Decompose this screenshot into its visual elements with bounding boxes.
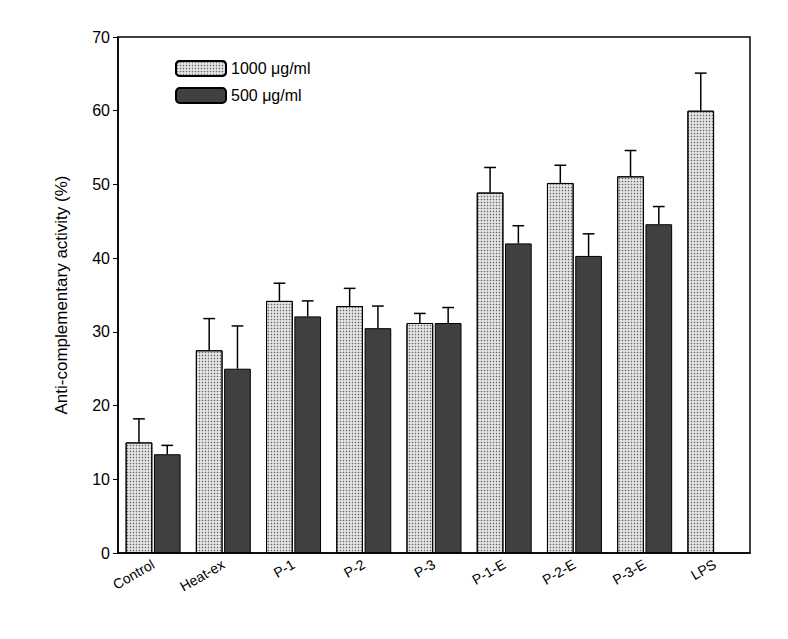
svg-text:P-1: P-1 <box>271 556 298 581</box>
svg-text:1000 μg/ml: 1000 μg/ml <box>231 60 310 77</box>
svg-text:Heat-ex: Heat-ex <box>177 556 227 594</box>
svg-text:30: 30 <box>92 323 110 340</box>
svg-text:P-2: P-2 <box>341 556 368 581</box>
svg-text:40: 40 <box>92 250 110 267</box>
svg-text:P-3-E: P-3-E <box>610 556 649 588</box>
svg-text:10: 10 <box>92 471 110 488</box>
svg-text:LPS: LPS <box>688 556 719 583</box>
svg-text:500 μg/ml: 500 μg/ml <box>231 87 302 104</box>
svg-text:P-3: P-3 <box>411 556 438 581</box>
svg-text:P-1-E: P-1-E <box>469 556 508 588</box>
svg-text:70: 70 <box>92 29 110 46</box>
svg-text:20: 20 <box>92 397 110 414</box>
svg-text:60: 60 <box>92 102 110 119</box>
svg-text:0: 0 <box>101 545 110 562</box>
svg-text:P-2-E: P-2-E <box>539 556 578 588</box>
svg-text:50: 50 <box>92 176 110 193</box>
svg-text:Control: Control <box>110 556 157 592</box>
svg-text:Anti-complementary activity (%: Anti-complementary activity (%) <box>52 175 71 414</box>
